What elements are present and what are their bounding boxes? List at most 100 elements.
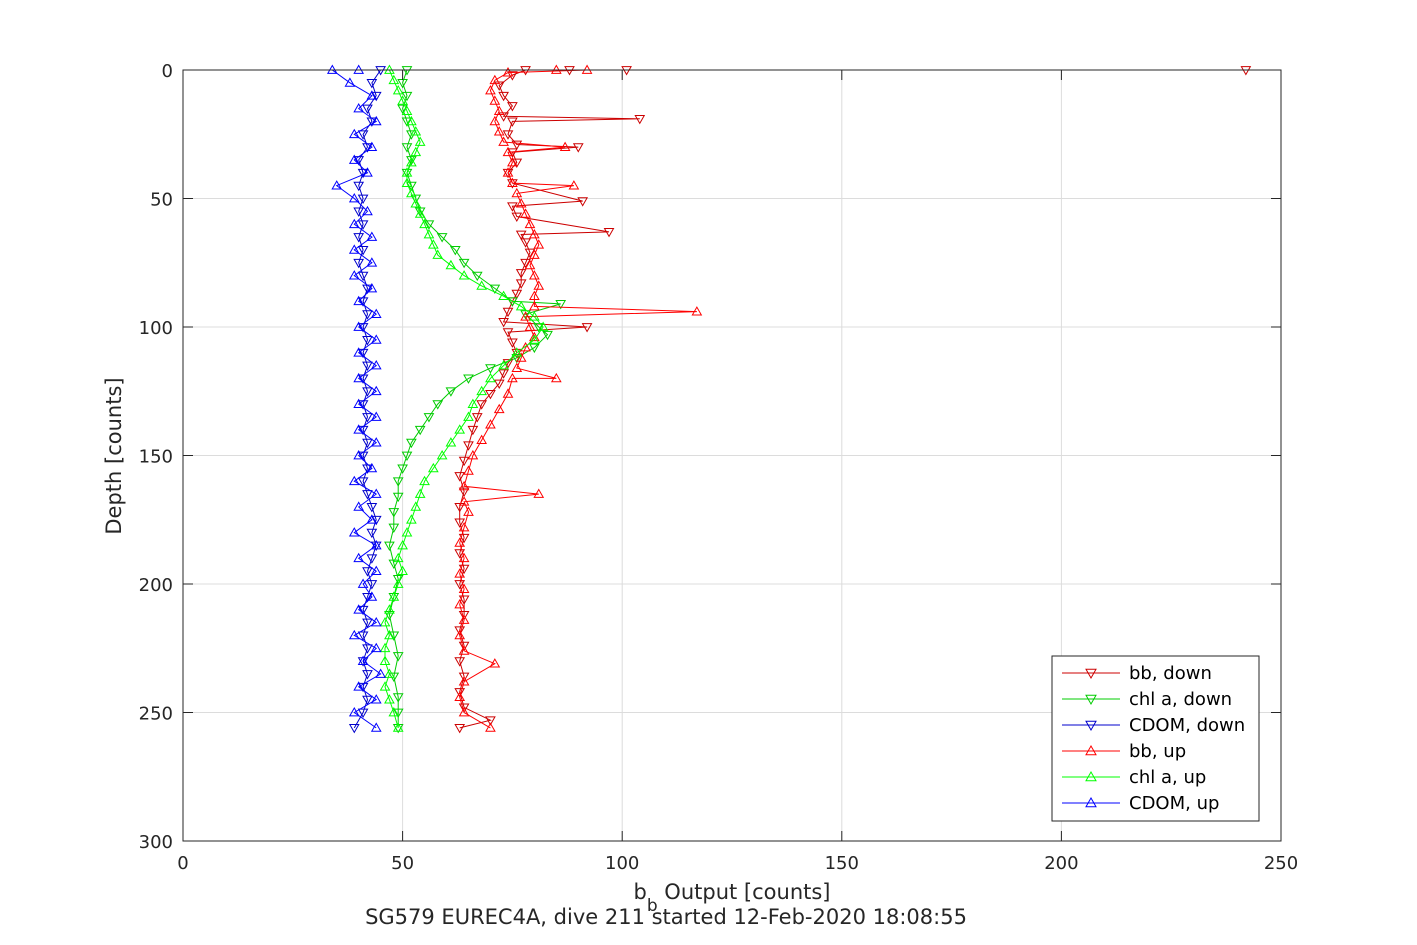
data-point: [357, 194, 369, 205]
data-point: [362, 167, 373, 177]
x-tick-label: 100: [605, 853, 639, 874]
legend-item: chl a, down: [1062, 689, 1232, 710]
data-point: [401, 143, 413, 153]
data-point: [344, 77, 356, 87]
data-point: [502, 130, 514, 140]
data-point: [353, 181, 365, 192]
legend-label: bb, down: [1129, 663, 1212, 684]
data-point: [406, 438, 417, 449]
data-point: [498, 317, 509, 328]
data-point: [379, 655, 391, 665]
data-point: [384, 629, 395, 640]
data-point: [445, 437, 457, 447]
data-point: [362, 490, 373, 500]
data-point: [515, 230, 527, 240]
data-point: [476, 280, 488, 290]
data-point: [603, 228, 615, 238]
data-point: [366, 462, 378, 473]
data-point: [388, 508, 400, 518]
data-point: [348, 128, 360, 139]
data-point: [384, 604, 395, 614]
data-point: [634, 114, 646, 125]
data-point: [370, 91, 382, 102]
data-point: [454, 503, 466, 513]
data-point: [370, 694, 382, 704]
series-2: [348, 66, 387, 734]
data-point: [511, 362, 523, 372]
data-point: [366, 78, 378, 89]
data-point: [493, 105, 505, 115]
data-point: [515, 279, 527, 289]
data-point: [370, 488, 382, 498]
data-point: [357, 297, 369, 307]
data-point: [348, 154, 360, 164]
data-point: [533, 323, 545, 333]
data-point: [577, 197, 589, 207]
data-point: [458, 496, 470, 506]
data-point: [485, 389, 496, 400]
data-point: [379, 681, 391, 691]
data-point: [362, 438, 373, 449]
data-point: [384, 694, 395, 704]
data-point: [533, 488, 545, 498]
data-point: [370, 385, 382, 396]
data-point: [458, 706, 470, 717]
data-point: [353, 64, 365, 74]
data-point: [537, 321, 549, 331]
data-point: [511, 140, 523, 151]
data-point: [427, 239, 439, 249]
y-tick-label: 300: [139, 832, 173, 853]
data-point: [458, 610, 470, 621]
data-point: [392, 85, 404, 95]
data-point: [458, 564, 470, 575]
data-point: [515, 300, 527, 311]
data-point: [507, 297, 518, 307]
data-point: [353, 295, 365, 306]
y-tick-label: 0: [162, 61, 173, 82]
data-point: [498, 136, 509, 146]
data-point: [353, 449, 365, 460]
data-point: [581, 64, 593, 74]
data-point: [502, 146, 514, 157]
data-point: [511, 353, 523, 364]
data-point: [1240, 66, 1252, 76]
data-point: [388, 559, 400, 569]
data-point: [406, 157, 417, 167]
data-point: [485, 85, 496, 95]
data-point: [528, 300, 540, 311]
data-point: [388, 74, 400, 85]
data-point: [388, 706, 400, 717]
data-point: [366, 503, 378, 513]
data-point: [524, 248, 536, 258]
x-axis-label-main: b: [633, 880, 646, 904]
data-point: [370, 617, 382, 627]
data-point: [370, 437, 382, 447]
data-point: [485, 364, 496, 374]
data-point: [476, 434, 488, 444]
data-point: [348, 527, 360, 537]
data-point: [458, 533, 470, 544]
data-point: [454, 518, 466, 528]
data-point: [379, 617, 391, 627]
x-tick-label: 0: [177, 853, 188, 874]
data-point: [331, 180, 343, 190]
data-point: [362, 670, 373, 680]
data-point: [485, 722, 496, 732]
data-point: [406, 115, 417, 126]
data-point: [458, 258, 470, 269]
data-point: [550, 372, 562, 383]
data-point: [489, 95, 501, 105]
data-point: [366, 141, 378, 151]
data-point: [507, 202, 518, 212]
data-point: [366, 90, 378, 100]
data-point: [454, 537, 466, 547]
data-point: [401, 527, 413, 537]
series-4: [379, 64, 549, 732]
data-point: [493, 81, 505, 91]
data-point: [353, 501, 365, 511]
data-point: [511, 158, 523, 169]
data-point: [406, 514, 417, 524]
data-point: [458, 676, 470, 686]
data-point: [401, 167, 413, 177]
data-point: [357, 682, 369, 693]
